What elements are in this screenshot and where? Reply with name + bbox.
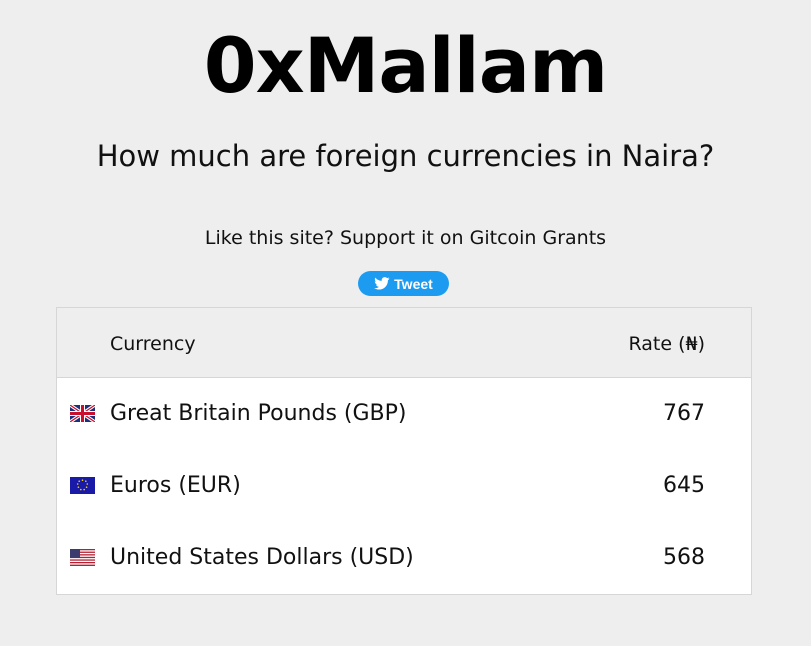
tweet-button[interactable]: Tweet — [358, 271, 449, 296]
table-row: United States Dollars (USD) 568 — [57, 522, 751, 594]
table-row: Great Britain Pounds (GBP) 767 — [57, 378, 751, 450]
currency-rate: 568 — [663, 545, 705, 570]
column-header-currency: Currency — [110, 333, 196, 355]
currency-name: Great Britain Pounds (GBP) — [110, 401, 407, 426]
table-row: Euros (EUR) 645 — [57, 450, 751, 522]
currency-name: Euros (EUR) — [110, 473, 241, 498]
currency-name: United States Dollars (USD) — [110, 545, 414, 570]
page-subtitle: How much are foreign currencies in Naira… — [96, 139, 715, 173]
currency-rate: 767 — [663, 401, 705, 426]
us-flag-icon — [70, 549, 95, 566]
site-title: 0xMallam — [203, 21, 608, 110]
table-header: Currency Rate (₦) — [57, 308, 751, 378]
currency-rate: 645 — [663, 473, 705, 498]
tweet-label: Tweet — [394, 275, 433, 292]
twitter-bird-icon — [374, 277, 390, 290]
rates-table: Currency Rate (₦) Great Britain Pounds (… — [56, 307, 752, 595]
uk-flag-icon — [69, 403, 96, 424]
support-line: Like this site? Support it on Gitcoin Gr… — [0, 224, 811, 252]
eu-flag-icon — [70, 477, 95, 494]
column-header-rate: Rate (₦) — [628, 333, 705, 355]
gitcoin-support-link[interactable]: Like this site? Support it on Gitcoin Gr… — [204, 227, 607, 249]
